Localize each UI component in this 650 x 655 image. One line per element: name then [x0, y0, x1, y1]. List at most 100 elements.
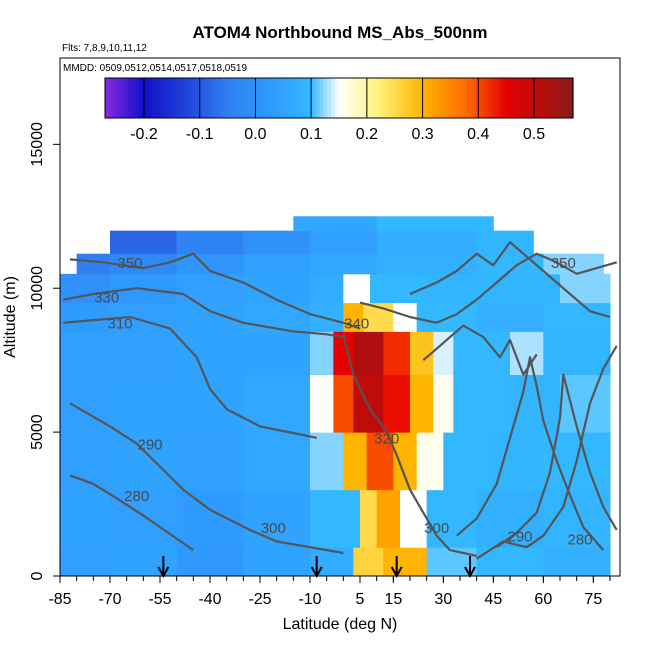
- colorbar-segment-32: [229, 78, 235, 118]
- colorbar-segment-84: [432, 78, 438, 118]
- colorbar-segment-90: [456, 78, 461, 118]
- colorbar-segment-18: [175, 78, 180, 118]
- colorbar-segment-5: [124, 78, 129, 118]
- colorbar-segment-112: [541, 78, 547, 118]
- heat-cell-82: [176, 253, 244, 275]
- colorbar-segment-68: [370, 78, 375, 118]
- heat-cell-76: [370, 273, 428, 304]
- heat-cell-77: [426, 273, 494, 304]
- contour-label-4: 280: [124, 488, 149, 505]
- colorbar-tick-label-2: 0.0: [244, 126, 266, 143]
- contour-line-4: [69, 252, 361, 330]
- heat-cell-3: [243, 547, 311, 576]
- colorbar-segment-46: [284, 78, 289, 118]
- heat-cell-33: [60, 374, 111, 433]
- flights-subtitle: Flts: 7,8,9,10,11,12: [62, 43, 147, 54]
- heat-cell-13: [243, 489, 311, 548]
- heat-cell-17: [400, 489, 428, 548]
- contour-label-8: 300: [424, 520, 449, 537]
- colorbar-tick-label-1: -0.1: [186, 126, 214, 143]
- colorbar-segment-39: [257, 78, 262, 118]
- x-tick-label-7: 15: [384, 591, 402, 608]
- colorbar-segment-53: [311, 78, 317, 118]
- heat-cell-69: [543, 302, 611, 332]
- colorbar-segment-51: [303, 78, 309, 118]
- heat-cell-49: [243, 331, 311, 376]
- colorbar-segment-88: [448, 78, 453, 118]
- x-tick-label-0: -85: [48, 591, 71, 608]
- colorbar-segment-7: [132, 78, 137, 118]
- heat-cell-34: [110, 374, 178, 433]
- heat-cell-48: [176, 331, 244, 376]
- contour-line-2: [69, 402, 344, 555]
- contour-label-3: 290: [137, 436, 162, 453]
- heat-cell-87: [543, 253, 604, 275]
- heat-cell-12: [176, 489, 244, 548]
- heat-cell-0: [60, 547, 111, 576]
- heat-cell-66: [393, 302, 418, 332]
- colorbar-segment-81: [420, 78, 426, 118]
- colorbar-segment-80: [417, 78, 422, 118]
- contour-lines: [63, 241, 618, 560]
- heat-cell-88: [110, 230, 178, 255]
- heat-cell-58: [543, 331, 611, 376]
- heat-cell-18: [426, 489, 478, 548]
- heat-cell-25: [310, 432, 344, 491]
- contour-line-0: [63, 287, 344, 339]
- heat-cell-95: [376, 216, 494, 232]
- contour-line-1: [63, 315, 317, 439]
- x-tick-label-9: 45: [484, 591, 502, 608]
- x-axis: -85 -70 -55 -40 -25 -10 5 15 30 45 60 75: [48, 576, 611, 608]
- colorbar-segment-71: [381, 78, 387, 118]
- heat-cell-80: [76, 253, 111, 275]
- colorbar-segment-21: [186, 78, 192, 118]
- colorbar-segment-102: [502, 78, 508, 118]
- colorbar-segment-83: [428, 78, 434, 118]
- colorbar-segment-17: [171, 78, 176, 118]
- heat-cell-53: [383, 331, 411, 376]
- heat-cell-43: [453, 374, 511, 433]
- heat-cell-75: [343, 273, 371, 304]
- chart-title: ATOM4 Northbound MS_Abs_500nm: [192, 23, 487, 42]
- colorbar-segment-62: [346, 78, 352, 118]
- heat-cell-54: [410, 331, 434, 376]
- colorbar-tick-label-5: 0.3: [411, 126, 433, 143]
- contour-label-11: 350: [551, 255, 576, 272]
- colorbar-segment-47: [288, 78, 293, 118]
- colorbar-segment-115: [553, 78, 558, 118]
- colorbar-segment-23: [194, 78, 200, 118]
- colorbar-segment-75: [397, 78, 402, 118]
- colorbar-tick-label-3: 0.1: [300, 126, 322, 143]
- colorbar-segment-16: [167, 78, 172, 118]
- plot-frame: [59, 57, 621, 577]
- colorbar-segment-57: [327, 78, 332, 118]
- colorbar-segment-37: [249, 78, 254, 118]
- heat-cell-92: [376, 230, 478, 255]
- colorbar-segment-24: [198, 78, 204, 118]
- x-tick-label-10: 60: [534, 591, 552, 608]
- colorbar-segment-104: [510, 78, 516, 118]
- colorbar-segment-28: [214, 78, 219, 118]
- y-tick-label-3: 15000: [29, 122, 46, 167]
- heat-cell-24: [243, 432, 311, 491]
- heat-cell-22: [110, 432, 178, 491]
- colorbar-segment-96: [479, 78, 484, 118]
- colorbar-segment-97: [483, 78, 488, 118]
- heat-cell-55: [433, 331, 454, 376]
- colorbar-segment-73: [389, 78, 395, 118]
- colorbar-segment-67: [366, 78, 371, 118]
- colorbar-segment-25: [202, 78, 207, 118]
- heat-cell-79: [560, 273, 611, 304]
- colorbar-segment-85: [436, 78, 441, 118]
- contour-line-10: [476, 345, 618, 560]
- heat-cell-30: [443, 432, 494, 491]
- colorbar-segment-11: [147, 78, 153, 118]
- heat-cell-1: [110, 547, 178, 576]
- heat-cell-2: [176, 547, 244, 576]
- colorbar-segment-1: [108, 78, 114, 118]
- colorbar-segment-95: [475, 78, 480, 118]
- colorbar-segment-93: [467, 78, 473, 118]
- contour-label-5: 300: [261, 520, 286, 537]
- heat-cell-38: [333, 374, 354, 433]
